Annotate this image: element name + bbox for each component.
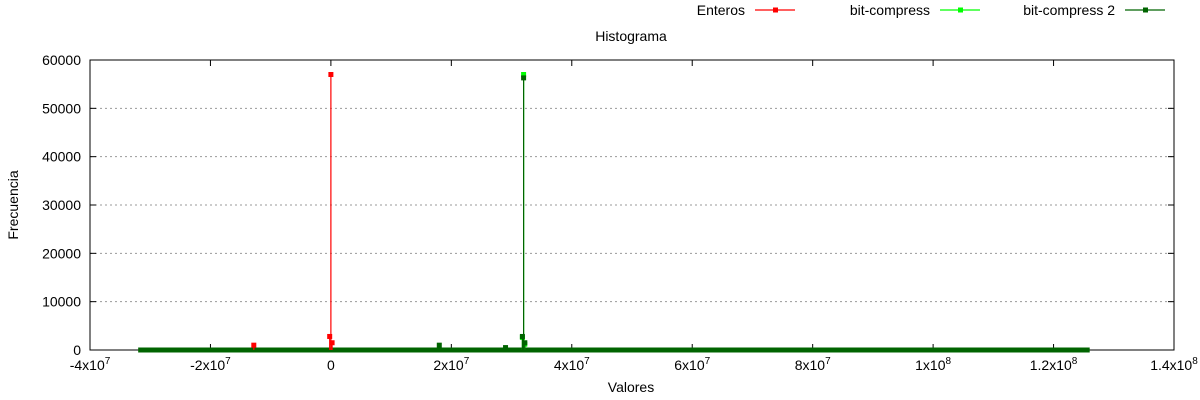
x-tick-label: 0 xyxy=(327,357,335,373)
series-point xyxy=(521,75,527,81)
series-point xyxy=(436,342,442,348)
legend-swatch-marker xyxy=(773,7,778,13)
series-point xyxy=(329,340,335,346)
series-point xyxy=(522,340,528,346)
y-tick-label: 0 xyxy=(73,342,81,358)
series-point xyxy=(327,333,333,339)
legend-label: bit-compress xyxy=(850,2,930,18)
legend-label: bit-compress 2 xyxy=(1023,2,1115,18)
y-tick-label: 30000 xyxy=(42,197,81,213)
x-tick-label: 2x107 xyxy=(433,356,469,373)
series-point xyxy=(503,345,509,351)
grid-lines xyxy=(90,107,1174,303)
legend-label: Enteros xyxy=(697,2,745,18)
x-tick-label: 1x108 xyxy=(915,356,951,373)
x-tick-label: -2x107 xyxy=(190,356,231,373)
x-tick-label: 6x107 xyxy=(674,356,710,373)
legend: Enteros bit-compress bit-compress 2 xyxy=(697,2,1165,18)
y-tick-label: 20000 xyxy=(42,245,81,261)
y-axis-label: Frecuencia xyxy=(5,170,21,239)
x-tick-label: 1.4x108 xyxy=(1150,356,1198,373)
y-tick-label: 10000 xyxy=(42,294,81,310)
series-point xyxy=(521,72,527,77)
y-tick-label: 40000 xyxy=(42,149,81,165)
series-1 xyxy=(251,72,335,350)
legend-swatch-marker xyxy=(958,7,963,13)
x-tick-label: 8x107 xyxy=(795,356,831,373)
series-point xyxy=(519,333,525,339)
x-tick-label: 1.2x108 xyxy=(1030,356,1078,373)
series-3 xyxy=(436,75,528,351)
y-tick-label: 50000 xyxy=(42,100,81,116)
legend-swatch-marker xyxy=(1143,7,1148,13)
series-point xyxy=(251,342,257,348)
chart-title: Histograma xyxy=(595,28,667,44)
x-axis-label: Valores xyxy=(608,379,654,395)
x-tick-label: -4x107 xyxy=(70,356,111,373)
x-tick-label: 4x107 xyxy=(554,356,590,373)
axis-ticks: 0 10000 20000 30000 40000 50000 60000 -4x107 -2x… xyxy=(42,52,1198,373)
series-point xyxy=(328,72,334,77)
series-marks xyxy=(138,72,1090,353)
y-tick-label: 60000 xyxy=(42,52,81,68)
